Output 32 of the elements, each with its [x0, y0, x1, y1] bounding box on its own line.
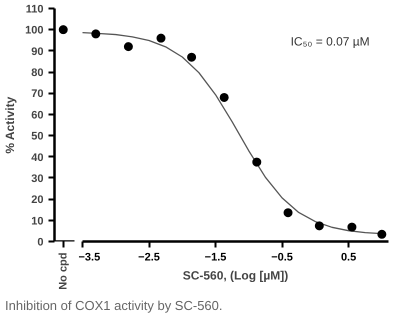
- y-tick-label: 70: [31, 88, 44, 100]
- y-tick-label: 60: [31, 109, 44, 122]
- y-axis-title: % Activity: [3, 96, 18, 154]
- point: [284, 208, 293, 218]
- y-tick-label: 30: [31, 172, 44, 185]
- x-axis-title: SC-560, (Log [µM]): [182, 268, 288, 282]
- y-tick-label: 110: [26, 4, 44, 16]
- y-tick-label: 10: [31, 215, 44, 228]
- y-tick-label: 0: [37, 236, 44, 248]
- point: [314, 221, 324, 230]
- point: [252, 158, 262, 167]
- point: [377, 230, 386, 239]
- x-tick-label: 0.5: [340, 252, 356, 264]
- x-tick-label: −3.5: [78, 252, 100, 264]
- y-tick-label: 100: [25, 24, 44, 37]
- text: Inhibition of COX1 activity by SC-560.: [5, 297, 222, 315]
- y-tick-label: 50: [31, 130, 44, 143]
- y-tick-label: 20: [31, 194, 44, 206]
- point: [156, 34, 166, 43]
- point: [187, 52, 196, 62]
- x-tick-label: No cpd: [57, 252, 70, 290]
- annotation: IC₅₀ = 0.07 µM: [290, 34, 370, 48]
- x-tick-label: −0.5: [271, 252, 293, 264]
- x-tick-label: −1.5: [204, 252, 226, 264]
- point: [124, 42, 133, 52]
- y-tick-label: 80: [31, 67, 44, 80]
- x-tick-label: −2.5: [138, 252, 160, 264]
- point: [91, 29, 100, 38]
- point: [220, 92, 229, 102]
- point: [347, 222, 356, 232]
- y-tick-label: 90: [31, 46, 44, 58]
- y-tick-label: 40: [31, 152, 44, 164]
